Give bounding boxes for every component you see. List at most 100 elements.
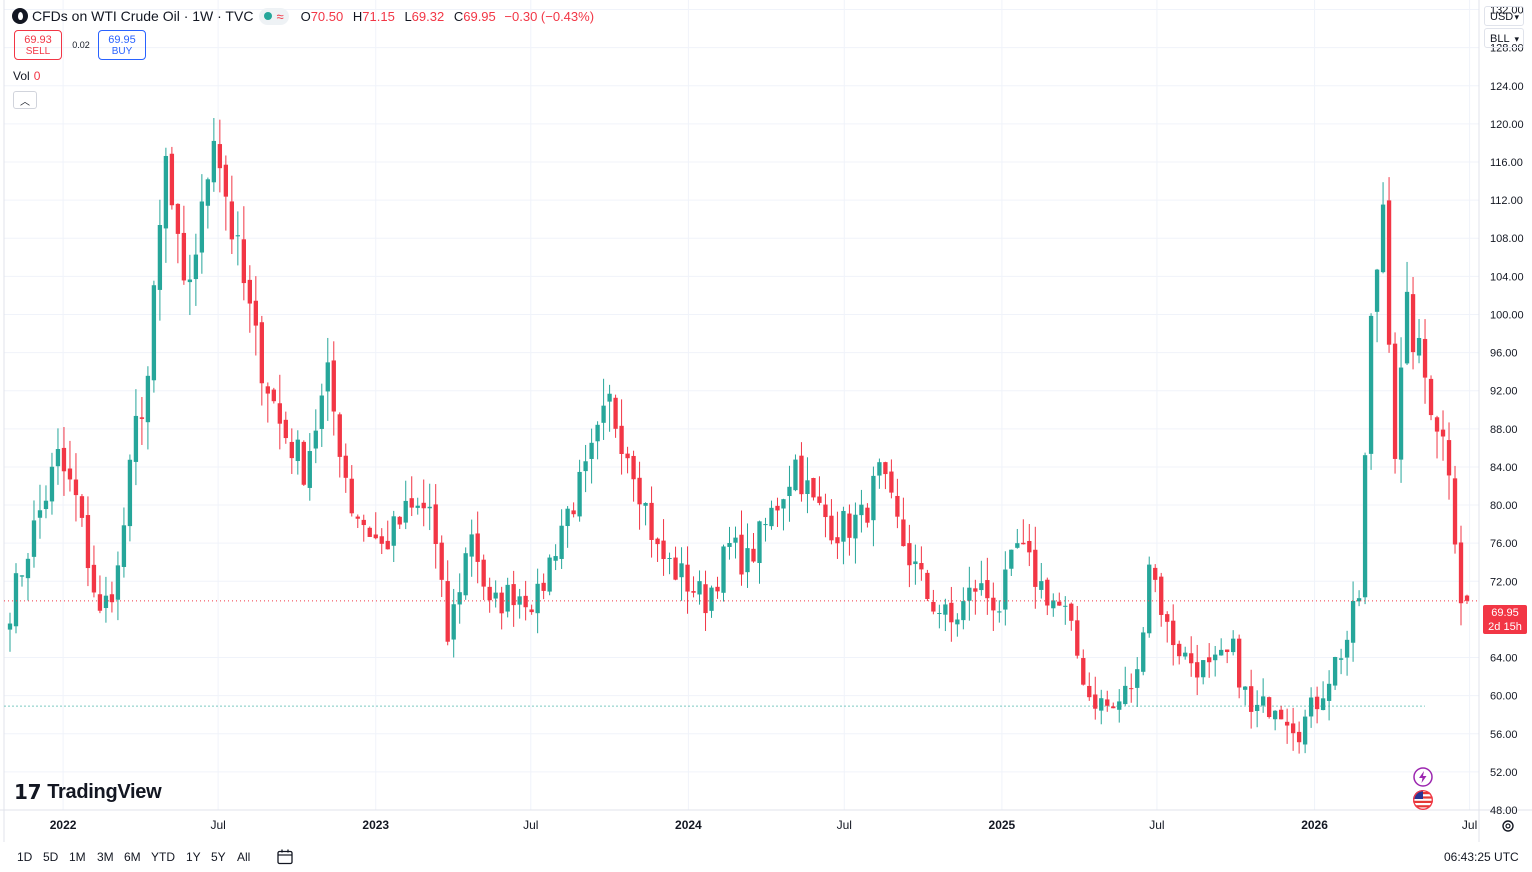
- symbol-legend[interactable]: CFDs on WTI Crude Oil · 1W · TVC ≈ O70.5…: [12, 6, 594, 26]
- range-button-ytd[interactable]: YTD: [151, 850, 175, 864]
- symbol-title[interactable]: CFDs on WTI Crude Oil · 1W · TVC: [32, 8, 254, 24]
- range-button-5d[interactable]: 5D: [43, 850, 59, 864]
- price-tick-label: 72.00: [1490, 576, 1518, 588]
- candlestick-series[interactable]: [7, 118, 1470, 754]
- candle-up: [877, 462, 882, 476]
- price-tick-label: 108.00: [1490, 233, 1524, 245]
- candle-up: [1260, 696, 1266, 706]
- candle-down: [895, 495, 900, 517]
- candle-down: [571, 510, 576, 515]
- volume-legend[interactable]: Vol 0: [13, 69, 40, 83]
- us-flag-icon[interactable]: [1413, 790, 1433, 810]
- high-label: H: [352, 8, 363, 24]
- candle-down: [883, 462, 888, 475]
- candle-down: [175, 203, 181, 234]
- candle-up: [787, 486, 792, 497]
- candle-down: [1075, 620, 1080, 656]
- candle-down: [1428, 378, 1434, 416]
- calendar-goto-icon[interactable]: [276, 848, 294, 866]
- candle-down: [1021, 542, 1026, 545]
- unit-select[interactable]: BLL: [1484, 28, 1524, 49]
- candle-down: [73, 479, 79, 496]
- candle-up: [913, 561, 918, 565]
- range-button-1m[interactable]: 1M: [69, 850, 86, 864]
- candle-up: [1135, 669, 1140, 688]
- clock-display[interactable]: 06:43:25 UTC: [1444, 850, 1519, 864]
- time-axis[interactable]: 2022 Jul 2023 Jul 2024 Jul 2025 Jul 2026 Jul: [50, 818, 1477, 832]
- candle-up: [115, 565, 121, 600]
- candle-up: [1320, 698, 1326, 711]
- candle-up: [727, 543, 732, 547]
- tradingview-logo[interactable]: 𝟭𝟳 TradingView: [14, 780, 162, 804]
- range-button-5y[interactable]: 5Y: [211, 850, 226, 864]
- candle-down: [823, 504, 828, 518]
- candle-up: [163, 155, 169, 229]
- candle-up: [1332, 657, 1338, 686]
- candle-down: [289, 441, 294, 459]
- candle-up: [961, 601, 966, 621]
- price-axis[interactable]: 132.00128.00124.00120.00116.00112.00108.…: [1490, 5, 1524, 817]
- candle-down: [79, 496, 85, 518]
- candle-down: [1129, 688, 1134, 690]
- candle-up: [859, 504, 864, 516]
- gear-icon[interactable]: [1500, 818, 1516, 834]
- candle-down: [1386, 200, 1392, 345]
- candle-up: [1350, 600, 1356, 643]
- sell-button[interactable]: 69.93 SELL: [14, 30, 62, 60]
- candle-down: [301, 441, 306, 485]
- price-tick-label: 84.00: [1490, 462, 1518, 474]
- candle-up: [415, 505, 420, 508]
- candle-up: [517, 596, 522, 605]
- candle-down: [1189, 653, 1194, 664]
- range-button-1y[interactable]: 1Y: [186, 850, 201, 864]
- candle-up: [469, 534, 474, 557]
- candle-up: [1368, 315, 1374, 454]
- candle-down: [421, 502, 426, 509]
- candle-down: [1111, 706, 1116, 709]
- open-label: O: [300, 8, 311, 24]
- candle-up: [1416, 337, 1422, 356]
- range-button-1d[interactable]: 1D: [17, 850, 33, 864]
- candle-down: [355, 516, 360, 519]
- candle-down: [529, 609, 534, 613]
- collapse-legend-button[interactable]: ︿: [13, 91, 37, 109]
- candle-up: [1009, 549, 1014, 569]
- range-button-all[interactable]: All: [237, 850, 251, 864]
- candle-up: [781, 499, 786, 509]
- candle-up: [505, 584, 510, 612]
- candle-up: [841, 510, 846, 542]
- candle-up: [211, 140, 217, 183]
- currency-select[interactable]: USD: [1484, 6, 1524, 27]
- price-tick-label: 80.00: [1490, 500, 1518, 512]
- last-price-label: 69.95 2d 15h: [1483, 605, 1527, 634]
- candle-up: [1201, 660, 1206, 678]
- candle-up: [1254, 704, 1260, 711]
- candle-down: [1248, 686, 1254, 712]
- candle-down: [475, 533, 480, 562]
- time-tick-label: Jul: [837, 818, 852, 832]
- range-button-6m[interactable]: 6M: [124, 850, 141, 864]
- range-button-3m[interactable]: 3M: [97, 850, 114, 864]
- candle-up: [295, 439, 300, 462]
- candle-down: [223, 164, 229, 197]
- candle-up: [1219, 649, 1224, 656]
- candle-up: [151, 285, 157, 381]
- ohlc-values: O70.50 H71.15 L69.32 C69.95 −0.30 (−0.43…: [295, 9, 594, 24]
- candle-down: [919, 563, 924, 570]
- volume-label: Vol: [13, 69, 30, 83]
- candle-down: [1464, 595, 1470, 601]
- price-tick-label: 76.00: [1490, 538, 1518, 550]
- candle-up: [1338, 658, 1344, 660]
- candle-down: [799, 455, 804, 495]
- candle-up: [49, 466, 55, 502]
- candle-down: [1458, 542, 1464, 604]
- high-value: 71.15: [362, 8, 395, 24]
- lightning-event-icon[interactable]: [1413, 767, 1433, 787]
- candle-up: [1141, 632, 1146, 672]
- market-status[interactable]: ≈: [259, 7, 289, 25]
- chevron-up-icon: ︿: [20, 96, 30, 108]
- candle-up: [493, 592, 498, 599]
- buy-button[interactable]: 69.95 BUY: [98, 30, 146, 60]
- candle-up: [583, 461, 588, 472]
